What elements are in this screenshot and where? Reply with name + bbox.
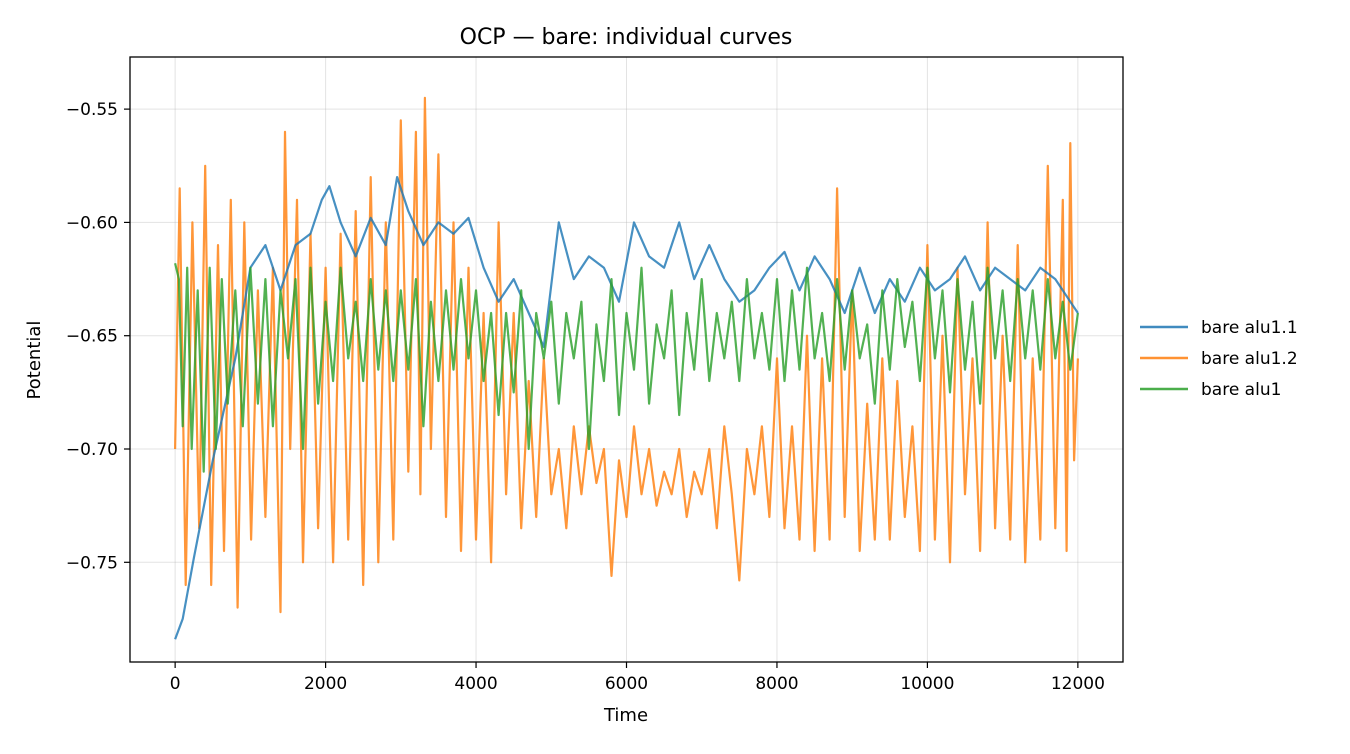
x-axis-ticks: 0 2000 4000 6000 8000 10000 12000	[170, 662, 1105, 694]
x-tick-label: 8000	[755, 674, 798, 694]
y-tick-label: −0.70	[66, 440, 118, 460]
y-tick-label: −0.65	[66, 327, 118, 347]
legend-label: bare alu1.1	[1201, 318, 1298, 338]
y-axis-label: Potential	[24, 321, 45, 400]
series-line-bare-alu1	[174, 262, 1079, 473]
x-tick-label: 4000	[454, 674, 497, 694]
x-tick-label: 10000	[900, 674, 954, 694]
x-tick-label: 2000	[304, 674, 347, 694]
series-layer	[174, 96, 1079, 640]
legend: bare alu1.1 bare alu1.2 bare alu1	[1140, 318, 1298, 400]
chart-title: OCP — bare: individual curves	[460, 25, 793, 50]
y-axis-ticks: −0.55 −0.60 −0.65 −0.70 −0.75	[66, 100, 130, 573]
x-tick-label: 0	[170, 674, 181, 694]
x-tick-label: 12000	[1051, 674, 1105, 694]
x-axis-label: Time	[603, 705, 648, 726]
y-tick-label: −0.55	[66, 100, 118, 120]
y-tick-label: −0.75	[66, 553, 118, 573]
x-tick-label: 6000	[605, 674, 648, 694]
legend-label: bare alu1.2	[1201, 349, 1298, 369]
y-tick-label: −0.60	[66, 213, 118, 233]
series-line-bare-alu1-1	[174, 176, 1079, 640]
legend-label: bare alu1	[1201, 380, 1281, 400]
